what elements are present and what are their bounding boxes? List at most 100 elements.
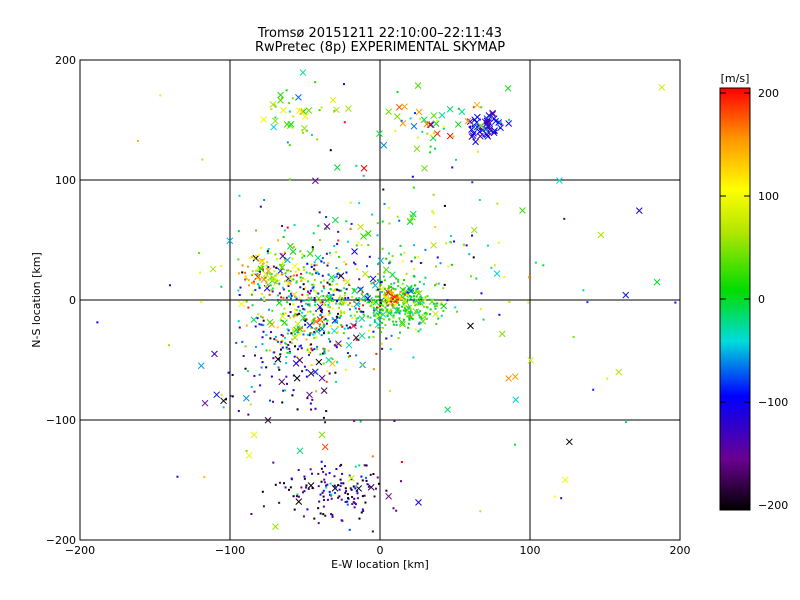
scatter-point-dot xyxy=(478,198,481,201)
scatter-point-dot xyxy=(375,352,378,355)
scatter-point-dot xyxy=(347,337,350,340)
scatter-point-x xyxy=(325,295,333,303)
scatter-point-x xyxy=(344,278,351,286)
scatter-point-dot xyxy=(285,269,288,272)
scatter-point-x xyxy=(473,119,481,126)
scatter-point-dot xyxy=(313,283,316,286)
scatter-point-dot xyxy=(328,372,331,375)
x-tick-label: −100 xyxy=(215,544,245,557)
scatter-point-dot xyxy=(295,355,298,358)
scatter-point-dot xyxy=(332,293,335,296)
scatter-point-dot xyxy=(287,269,290,272)
scatter-point-dot xyxy=(313,332,316,335)
scatter-point-dot xyxy=(311,487,314,490)
scatter-point-dot xyxy=(299,286,302,289)
scatter-point-dot xyxy=(315,290,318,293)
scatter-point-dot xyxy=(333,110,336,113)
scatter-point-x xyxy=(382,266,390,274)
scatter-point-dot xyxy=(445,242,448,245)
scatter-point-dot xyxy=(326,319,329,322)
scatter-point-dot xyxy=(333,276,336,279)
scatter-point-dot xyxy=(385,337,388,340)
scatter-point-x xyxy=(333,164,341,171)
scatter-point-dot xyxy=(337,289,340,292)
scatter-point-dot xyxy=(393,298,396,301)
scatter-point-dot xyxy=(320,334,323,337)
scatter-point-dot xyxy=(410,317,413,320)
scatter-point-dot xyxy=(302,515,305,518)
scatter-point-dot xyxy=(442,125,445,128)
scatter-point-dot xyxy=(273,362,276,365)
scatter-point-dot xyxy=(325,410,328,413)
scatter-point-dot xyxy=(266,283,269,286)
scatter-point-dot xyxy=(313,297,316,300)
scatter-point-dot xyxy=(290,332,293,335)
scatter-point-dot xyxy=(295,495,298,498)
scatter-point-dot xyxy=(308,272,311,275)
scatter-point-dot xyxy=(306,349,309,352)
scatter-point-x xyxy=(277,91,284,99)
scatter-point-dot xyxy=(403,290,406,293)
scatter-point-x xyxy=(473,101,481,109)
scatter-point-dot xyxy=(376,476,379,479)
scatter-point-dot xyxy=(278,501,281,504)
scatter-point-dot xyxy=(277,294,280,297)
scatter-point-dot xyxy=(289,282,292,285)
scatter-point-dot xyxy=(303,477,306,480)
scatter-point-dot xyxy=(356,482,359,485)
scatter-point-dot xyxy=(364,501,367,504)
scatter-point-x xyxy=(444,406,451,414)
scatter-point-dot xyxy=(262,319,265,322)
scatter-point-dot xyxy=(472,106,475,109)
scatter-point-dot xyxy=(343,310,346,313)
y-tick-label: −100 xyxy=(46,414,76,427)
scatter-point-dot xyxy=(258,267,261,270)
scatter-point-dot xyxy=(272,461,275,464)
scatter-point-x xyxy=(432,120,440,128)
scatter-point-dot xyxy=(307,296,310,299)
scatter-point-dot xyxy=(319,319,322,322)
scatter-point-x xyxy=(401,103,408,110)
scatter-point-dot xyxy=(299,250,302,253)
scatter-point-dot xyxy=(364,476,367,479)
scatter-point-dot xyxy=(357,316,360,319)
scatter-point-dot xyxy=(308,334,311,337)
scatter-point-dot xyxy=(350,222,353,225)
scatter-point-x xyxy=(505,120,513,127)
scatter-point-dot xyxy=(335,346,338,349)
scatter-point-dot xyxy=(353,288,356,291)
scatter-point-dot xyxy=(376,306,379,309)
scatter-point-dot xyxy=(260,297,263,300)
scatter-point-dot xyxy=(356,492,359,495)
scatter-point-x xyxy=(305,107,313,114)
scatter-point-dot xyxy=(457,107,460,110)
scatter-point-dot xyxy=(425,306,428,309)
scatter-point-dot xyxy=(327,291,330,294)
scatter-point-dot xyxy=(350,488,353,491)
scatter-point-dot xyxy=(384,295,387,298)
scatter-point-dot xyxy=(268,349,271,352)
scatter-point-dot xyxy=(338,255,341,258)
scatter-point-dot xyxy=(420,315,423,318)
scatter-point-dot xyxy=(269,399,272,402)
scatter-point-dot xyxy=(383,293,386,296)
scatter-point-dot xyxy=(256,259,259,262)
scatter-point-x xyxy=(306,321,314,329)
scatter-point-dot xyxy=(297,267,300,270)
scatter-point-dot xyxy=(366,292,369,295)
scatter-point-x xyxy=(273,279,280,287)
scatter-point-dot xyxy=(358,202,361,205)
scatter-point-x xyxy=(213,391,221,399)
scatter-point-x xyxy=(287,242,294,250)
scatter-point-dot xyxy=(322,470,325,473)
scatter-point-dot xyxy=(311,349,314,352)
scatter-point-dot xyxy=(372,307,375,310)
scatter-point-dot xyxy=(300,326,303,329)
scatter-point-dot xyxy=(347,498,350,501)
scatter-point-dot xyxy=(271,279,274,282)
scatter-point-x xyxy=(350,322,357,330)
scatter-point-x xyxy=(211,350,218,358)
scatter-point-dot xyxy=(292,495,295,498)
scatter-point-dot xyxy=(388,262,391,265)
scatter-point-dot xyxy=(313,278,316,281)
